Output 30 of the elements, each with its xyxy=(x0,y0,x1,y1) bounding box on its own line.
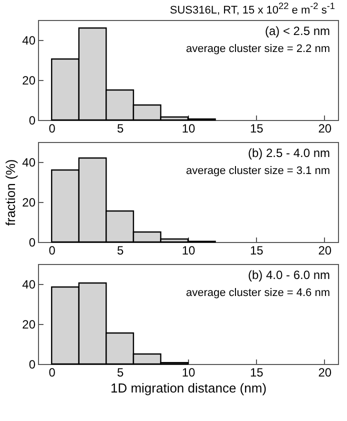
annotation: (a) < 2.5 nm xyxy=(264,24,330,38)
y-tick-label: 20 xyxy=(22,195,36,210)
x-tick-label: 15 xyxy=(250,243,264,258)
annotation: average cluster size = 2.2 nm xyxy=(186,42,330,55)
x-tick-label: 0 xyxy=(48,121,56,136)
x-tick-label: 5 xyxy=(116,365,124,380)
x-tick-label: 0 xyxy=(48,365,56,380)
x-tick-label: 20 xyxy=(318,243,332,258)
x-tick-label: 15 xyxy=(250,365,264,380)
y-tick-label: 20 xyxy=(22,317,36,332)
x-tick-label: 20 xyxy=(318,365,332,380)
x-tick-label: 10 xyxy=(182,243,196,258)
y-tick-label: 20 xyxy=(22,73,36,88)
x-tick-label: 0 xyxy=(48,243,56,258)
annotation: average cluster size = 3.1 nm xyxy=(186,164,330,177)
annotation: (b) 4.0 - 6.0 nm xyxy=(248,268,330,282)
annotation: average cluster size = 4.6 nm xyxy=(186,286,330,299)
y-tick-label: 40 xyxy=(22,277,36,292)
x-tick-label: 15 xyxy=(250,121,264,136)
y-tick-label: 40 xyxy=(22,155,36,170)
x-tick-label: 10 xyxy=(182,121,196,136)
x-axis-title: 1D migration distance (nm) xyxy=(110,380,267,396)
x-tick-label: 10 xyxy=(182,365,196,380)
x-tick-label: 5 xyxy=(116,121,124,136)
y-tick-label: 40 xyxy=(22,33,36,48)
x-tick-label: 5 xyxy=(116,243,124,258)
x-tick-label: 20 xyxy=(318,121,332,136)
annotation: (b) 2.5 - 4.0 nm xyxy=(248,146,330,160)
y-axis-title: fraction (%) xyxy=(3,158,18,226)
chart-title: SUS316L, RT, 15 x 10$^{22}$ e m$^{-2}$ s$^{-1}$ xyxy=(168,0,336,17)
